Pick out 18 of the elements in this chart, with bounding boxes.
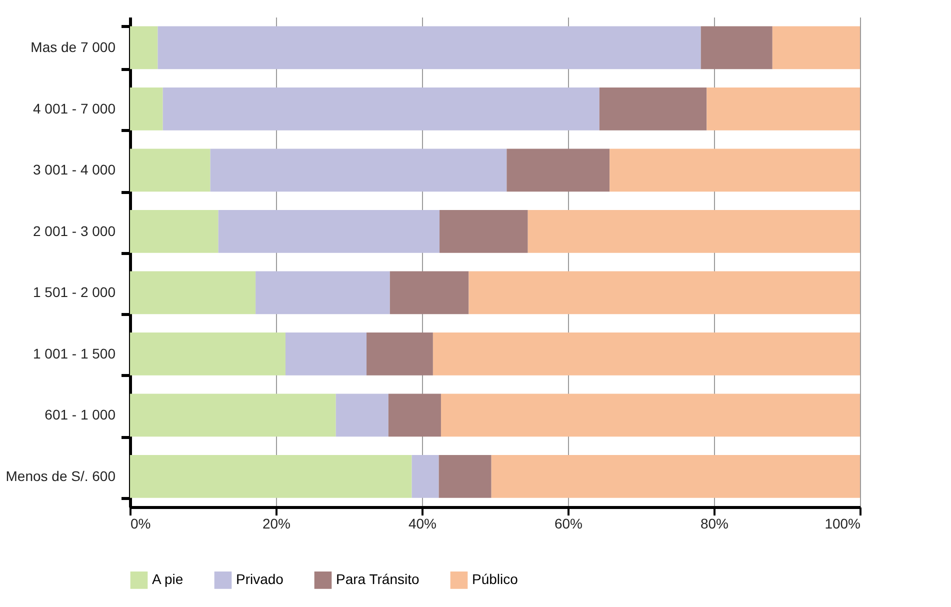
x-tick-label: 60% xyxy=(554,516,583,532)
legend-label: Privado xyxy=(236,571,284,588)
y-tick-label: Mas de 7 000 xyxy=(30,39,116,56)
legend-label: Para Tránsito xyxy=(336,571,420,588)
y-tick-label: 1 001 - 1 500 xyxy=(32,345,116,362)
y-tick-label: 3 001 - 4 000 xyxy=(32,162,116,178)
y-tick-label: Menos de S/. 600 xyxy=(6,468,116,484)
x-tick-label: 0% xyxy=(130,516,151,532)
y-tick-label: 1 501 - 2 000 xyxy=(32,284,116,300)
legend-label: Público xyxy=(472,571,518,588)
y-tick-label: 601 - 1 000 xyxy=(44,406,116,423)
x-tick-label: 40% xyxy=(408,516,437,532)
y-tick-label: 2 001 - 3 000 xyxy=(32,222,116,239)
y-tick-label: 4 001 - 7 000 xyxy=(32,100,116,116)
x-tick-label: 20% xyxy=(262,516,291,532)
legend-label: A pie xyxy=(152,571,184,588)
x-tick-label: 100% xyxy=(824,516,860,532)
x-tick-label: 80% xyxy=(700,516,729,532)
